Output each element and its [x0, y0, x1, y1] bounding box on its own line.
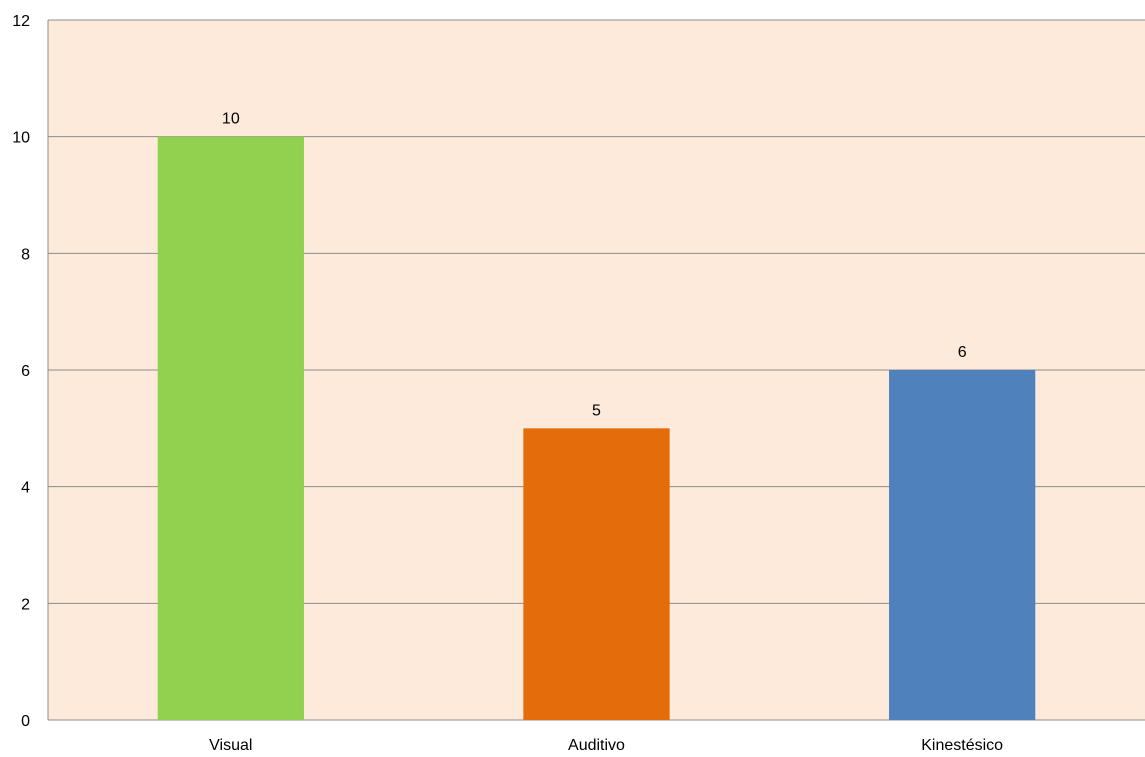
data-label: 10	[222, 111, 240, 128]
y-tick-label: 10	[12, 130, 30, 147]
y-tick-label: 0	[21, 713, 30, 730]
x-tick-label: Kinestésico	[921, 737, 1003, 754]
y-tick-label: 6	[21, 363, 30, 380]
bar	[157, 136, 304, 720]
data-labels: 10 5 6	[222, 111, 967, 420]
x-tick-label: Auditivo	[568, 737, 625, 754]
y-tick-label: 2	[21, 596, 30, 613]
y-tick-label: 4	[21, 480, 30, 497]
y-tick-label: 12	[12, 13, 30, 30]
x-tick-label: Visual	[209, 737, 252, 754]
bars	[157, 136, 1036, 720]
data-label: 5	[592, 402, 601, 419]
x-axis-labels: Visual Auditivo Kinestésico	[209, 737, 1003, 754]
bar	[523, 428, 670, 720]
bar	[889, 370, 1036, 720]
data-label: 6	[958, 344, 967, 361]
y-axis-ticks: 0 2 4 6 8 10 12	[12, 13, 30, 730]
y-tick-label: 8	[21, 246, 30, 263]
